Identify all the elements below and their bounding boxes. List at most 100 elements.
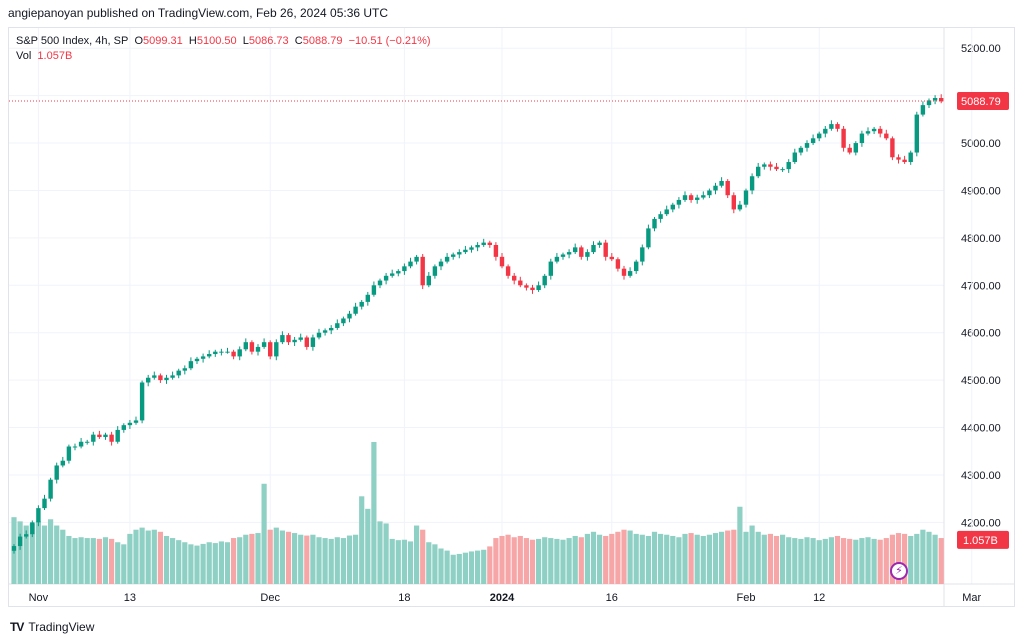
candle-body xyxy=(670,204,675,210)
footer-brand-text: TradingView xyxy=(28,620,95,634)
candle-body xyxy=(487,242,492,245)
volume-bar xyxy=(340,538,346,584)
candle-body xyxy=(658,214,663,219)
candle-body xyxy=(103,434,108,438)
candle-body xyxy=(707,190,712,196)
y-tick-label: 4400.00 xyxy=(961,423,1001,435)
candle-body xyxy=(518,280,523,286)
publisher-text: angiepanoyan published on TradingView.co… xyxy=(8,6,389,20)
candle-body xyxy=(499,256,505,267)
volume-bar xyxy=(444,550,450,584)
candle-body xyxy=(444,256,450,262)
candle-body xyxy=(621,268,627,276)
candle-body xyxy=(902,159,907,163)
candle-body xyxy=(17,536,23,547)
legend-vol-label[interactable]: Vol xyxy=(16,50,32,62)
volume-bar xyxy=(841,538,847,584)
candle-body xyxy=(530,287,535,291)
legend-symbol[interactable]: S&P 500 Index, 4h, SP xyxy=(16,35,129,47)
candle-body xyxy=(438,261,444,267)
candle-body xyxy=(798,147,804,153)
volume-bar xyxy=(670,535,676,584)
volume-bar xyxy=(603,535,609,584)
candle-body xyxy=(609,256,614,260)
volume-bar xyxy=(560,539,566,584)
volume-bar xyxy=(542,537,548,584)
volume-bar xyxy=(41,525,48,584)
candle-body xyxy=(219,351,224,353)
last-price-label: 5088.79 xyxy=(961,96,1001,108)
candle-body xyxy=(298,337,303,340)
volume-bar xyxy=(584,533,590,584)
candle-body xyxy=(78,441,84,447)
candle-body xyxy=(579,247,584,257)
volume-bar xyxy=(90,538,96,584)
bolt-icon[interactable]: ⚡ xyxy=(890,562,908,580)
chart-legend: S&P 500 Index, 4h, SP O5099.31 H5100.50 … xyxy=(16,34,431,64)
chart-frame[interactable]: 4200.00 4300.00 4400.00 4500.00 4600.00 4700.… xyxy=(8,27,1015,607)
volume-bar xyxy=(475,550,481,584)
legend-close-label: C xyxy=(294,35,303,47)
volume-bar xyxy=(676,537,682,584)
x-tick-label: 2024 xyxy=(490,592,515,604)
candle-body xyxy=(329,327,334,331)
candle-body xyxy=(908,152,913,163)
candle-body xyxy=(341,318,346,324)
candle-body xyxy=(841,128,846,148)
volume-bar xyxy=(115,542,121,584)
y-tick-label: 4700.00 xyxy=(961,280,1001,292)
x-tick-label: 16 xyxy=(606,592,618,604)
candle-body xyxy=(390,273,395,276)
volume-bar xyxy=(60,529,66,584)
volume-bar xyxy=(773,535,780,584)
volume-bar xyxy=(102,537,109,584)
volume-bar xyxy=(389,538,395,584)
legend-close: 5088.79 xyxy=(302,35,343,47)
volume-bar xyxy=(517,535,523,584)
volume-bar xyxy=(432,544,438,584)
candle-body xyxy=(54,465,59,480)
volume-bar xyxy=(401,539,407,584)
volume-bar xyxy=(163,535,170,584)
volume-bar xyxy=(224,542,231,584)
candle-body xyxy=(591,244,596,253)
volume-bar xyxy=(536,538,542,584)
candle-body xyxy=(451,254,456,257)
volume-bar xyxy=(78,537,84,584)
candle-body xyxy=(280,335,285,343)
volume-bar xyxy=(834,535,841,584)
candle-body xyxy=(554,256,560,262)
candle-body xyxy=(627,271,633,276)
volume-bar xyxy=(133,529,139,584)
volume-bar xyxy=(902,533,908,584)
candlestick-chart[interactable]: 4200.00 4300.00 4400.00 4500.00 4600.00 4700.… xyxy=(9,28,1014,606)
last-volume-badge xyxy=(957,530,1009,549)
volume-bar xyxy=(17,521,23,584)
volume-bar xyxy=(285,531,292,584)
x-tick-label: 18 xyxy=(398,592,410,604)
candle-body xyxy=(261,342,267,347)
candle-body xyxy=(152,375,157,378)
candle-body xyxy=(274,342,279,357)
candle-body xyxy=(24,534,29,537)
candle-body xyxy=(865,131,871,134)
candle-body xyxy=(316,332,322,338)
volume-bar xyxy=(889,534,895,584)
volume-bar xyxy=(694,534,700,584)
volume-bar xyxy=(54,525,60,584)
candle-body xyxy=(597,242,602,245)
candle-body xyxy=(725,180,730,196)
volume-bar xyxy=(481,549,487,584)
candle-body xyxy=(780,169,785,171)
candle-body xyxy=(146,377,151,383)
candle-body xyxy=(310,337,316,347)
volume-bar xyxy=(261,483,267,584)
candle-body xyxy=(207,354,212,357)
volume-bar xyxy=(615,531,621,584)
candle-body xyxy=(347,313,352,319)
candle-body xyxy=(243,342,248,350)
volume-bar xyxy=(255,533,261,584)
candle-body xyxy=(890,138,895,158)
candle-body xyxy=(30,522,35,535)
volume-bar xyxy=(792,538,798,584)
